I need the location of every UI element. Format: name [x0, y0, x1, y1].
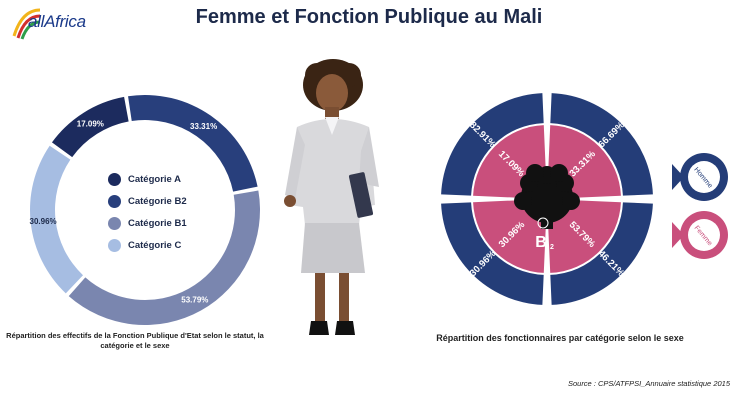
homme-badge: Homme — [672, 153, 728, 201]
jacket-shape — [289, 119, 375, 225]
legend-label: Catégorie A — [128, 173, 181, 185]
donut-segment-cat-b1 — [68, 190, 260, 325]
donut-data-label: 33.31% — [190, 122, 217, 131]
center-letter: B — [535, 234, 547, 251]
donut-segment-cat-c — [30, 145, 84, 294]
legend-item-cat-b2: Catégorie B2 — [108, 190, 187, 212]
right-arm — [359, 127, 379, 187]
logo-wordmark[interactable]: allAfrica — [28, 12, 86, 31]
businesswoman-illustration — [284, 59, 379, 335]
hair-curl — [514, 192, 532, 210]
left-arm — [285, 127, 305, 199]
homme-segment — [441, 202, 544, 305]
legend-item-cat-c: Catégorie C — [108, 234, 187, 256]
legend-label: Catégorie C — [128, 239, 182, 251]
donut-legend: Catégorie A Catégorie B2 Catégorie B1 Ca… — [108, 168, 187, 256]
skirt-shape — [301, 223, 365, 273]
left-hand — [284, 195, 296, 207]
folder-icon — [348, 172, 374, 218]
right-shoe — [335, 321, 355, 335]
logo-stripes-icon — [12, 8, 41, 40]
allafrica-logo — [12, 6, 104, 42]
legend-swatch — [108, 238, 121, 252]
hair-curl — [562, 192, 580, 210]
legend-item-cat-a: Catégorie A — [108, 168, 187, 190]
legend-label: Catégorie B1 — [128, 217, 187, 229]
quadrant-caption: Répartition des fonctionnaires par catég… — [436, 333, 684, 343]
homme-segment — [550, 93, 653, 196]
center-letter-subscript: 2 — [550, 244, 554, 251]
donut-data-label: 30.96% — [30, 217, 57, 226]
hair-curl — [550, 164, 568, 182]
donut-data-label: 17.09% — [77, 119, 104, 128]
face-shape — [316, 74, 348, 112]
homme-badge-core — [688, 161, 720, 193]
earring-icon — [537, 217, 549, 229]
donut-caption: Répartition des effectifs de la Fonction… — [6, 331, 264, 350]
femme-badge-core — [688, 219, 720, 251]
neck-silhouette — [541, 219, 553, 229]
collar-shape — [325, 117, 339, 135]
legend-swatch — [108, 216, 121, 230]
homme-segment — [550, 202, 653, 305]
gender-quadrant-chart: 82.91%17.09%66.69%33.31%46.21%53.79%30.9… — [441, 93, 653, 305]
femme-badge: Femme — [672, 211, 728, 259]
hair-curl — [526, 164, 544, 182]
femme-segment — [473, 199, 547, 273]
legend-item-cat-b1: Catégorie B1 — [108, 212, 187, 234]
neck-shape — [325, 107, 339, 119]
donut-segment-cat-b2 — [128, 95, 258, 192]
legend-swatch — [108, 194, 121, 208]
femme-segment — [547, 199, 621, 273]
left-leg — [315, 273, 325, 321]
page-title: Femme et Fonction Publique au Mali — [195, 6, 543, 28]
donut-data-label: 53.79% — [181, 296, 208, 305]
donut-segment-cat-a — [51, 96, 129, 158]
left-shoe — [309, 321, 329, 335]
right-leg — [339, 273, 349, 321]
homme-segment — [441, 93, 544, 196]
category-donut-chart: 17.09% 33.31% 53.79% 30.96% — [30, 95, 260, 325]
source-note: Source : CPS/ATFPSI_Annuaire statistique… — [567, 379, 730, 388]
legend-swatch — [108, 172, 121, 186]
legend-label: Catégorie B2 — [128, 195, 187, 207]
